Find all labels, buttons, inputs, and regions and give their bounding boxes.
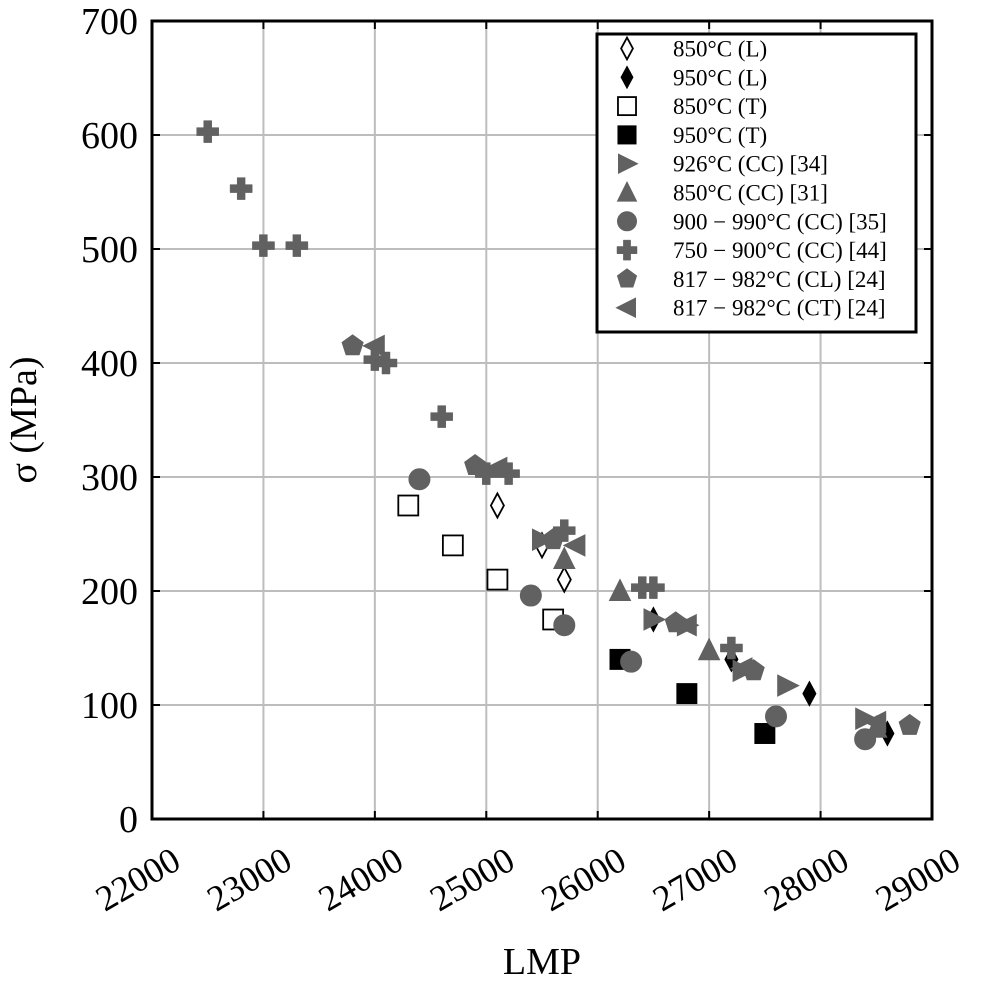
legend-entry-label: 850°C (L)	[673, 37, 767, 62]
legend-entry-label: 950°C (L)	[673, 65, 767, 90]
data-point	[754, 723, 776, 744]
plot-frame	[150, 19, 934, 821]
legend-marker	[620, 65, 634, 90]
data-point	[552, 546, 576, 569]
data-points	[196, 120, 921, 751]
data-point	[855, 707, 878, 731]
data-point	[729, 657, 753, 680]
data-point	[374, 351, 398, 375]
legend-marker	[616, 180, 638, 202]
legend-entry-label: 817 − 982°C (CL) [24]	[673, 267, 886, 292]
data-point	[608, 578, 632, 601]
y-tick-label: 0	[119, 799, 138, 841]
legend-marker	[616, 239, 638, 261]
legend-entry-label: 950°C (T)	[673, 123, 767, 148]
data-point	[489, 491, 505, 520]
data-point	[777, 674, 800, 697]
data-point	[285, 234, 309, 257]
data-point	[486, 568, 509, 591]
data-point	[720, 636, 743, 660]
data-point	[362, 334, 385, 358]
data-point	[562, 534, 586, 557]
data-point	[252, 234, 275, 257]
data-point	[484, 456, 508, 480]
y-tick-label: 600	[81, 115, 138, 157]
legend-marker	[617, 211, 637, 232]
legend-marker	[617, 125, 637, 145]
data-point	[532, 528, 555, 552]
legend-entry-label: 900 − 990°C (CC) [35]	[673, 209, 887, 234]
legend-box	[595, 32, 918, 334]
data-point	[464, 453, 487, 475]
data-point	[898, 713, 921, 735]
data-point	[620, 650, 643, 673]
data-point	[408, 468, 431, 491]
data-point	[863, 710, 887, 734]
data-point	[802, 680, 817, 707]
data-point	[643, 608, 667, 631]
legend-entry-label: 817 − 982°C (CT) [24]	[673, 296, 886, 321]
y-tick-label: 200	[81, 571, 138, 613]
data-point	[553, 614, 576, 637]
data-point	[553, 519, 576, 542]
legend-entry-label: 926°C (CC) [34]	[673, 152, 828, 177]
y-tick-label: 700	[81, 1, 138, 43]
legend-marker	[620, 35, 634, 62]
data-point	[765, 705, 787, 728]
data-point	[697, 637, 721, 661]
y-tick-label: 400	[81, 343, 138, 385]
y-tick-label: 300	[81, 457, 138, 499]
data-point	[196, 120, 219, 143]
data-point	[397, 494, 420, 517]
data-point	[674, 613, 697, 637]
series-7-points	[408, 468, 877, 751]
data-point	[519, 584, 542, 607]
data-point	[430, 405, 453, 428]
x-axis-label: LMP	[503, 941, 581, 979]
series-10-points	[362, 334, 887, 734]
data-point	[441, 534, 464, 557]
legend-marker	[616, 268, 638, 288]
data-point	[676, 683, 698, 705]
data-point	[341, 334, 364, 356]
data-point	[542, 528, 565, 550]
data-point	[854, 728, 877, 751]
y-tick-label: 500	[81, 229, 138, 271]
y-tick-label: 100	[81, 685, 138, 727]
legend-entry-label: 850°C (CC) [31]	[673, 181, 828, 206]
data-point	[556, 565, 572, 594]
legend-marker	[615, 297, 636, 319]
legend-marker	[618, 153, 639, 175]
legend-marker	[617, 96, 637, 117]
legend: 850°C (L) 950°C (L) 850°C (T) 950°C (T) 926°…	[595, 32, 918, 334]
data-point	[229, 177, 253, 200]
data-point	[642, 576, 665, 599]
legend-entry-label: 750 − 900°C (CC) [44]	[673, 238, 887, 263]
y-axis-label: σ (MPa)	[3, 356, 45, 483]
legend-entry-label: 850°C (T)	[673, 94, 767, 119]
